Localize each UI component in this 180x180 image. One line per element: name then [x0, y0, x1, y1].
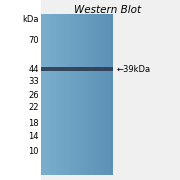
Bar: [81, 14, 85, 175]
Bar: [63, 14, 67, 175]
Bar: [74, 14, 77, 175]
Text: 26: 26: [28, 91, 39, 100]
Bar: [67, 14, 113, 175]
Bar: [49, 14, 52, 175]
Text: 44: 44: [28, 65, 39, 74]
Bar: [41, 0, 113, 14]
Bar: [88, 14, 92, 175]
Text: 22: 22: [28, 103, 39, 112]
Text: 33: 33: [28, 77, 39, 86]
Bar: [67, 14, 70, 175]
Bar: [110, 14, 113, 175]
Bar: [41, 14, 45, 175]
Bar: [92, 14, 95, 175]
Text: 18: 18: [28, 119, 39, 128]
Bar: [41, 67, 113, 71]
Bar: [0, 0, 41, 180]
Bar: [59, 14, 63, 175]
Text: 70: 70: [28, 36, 39, 45]
Bar: [45, 14, 49, 175]
Bar: [103, 14, 106, 175]
Bar: [77, 14, 81, 175]
Text: Western Blot: Western Blot: [75, 5, 141, 15]
Bar: [95, 14, 99, 175]
Text: 14: 14: [28, 132, 39, 141]
Bar: [52, 14, 56, 175]
Bar: [113, 0, 180, 180]
Text: kDa: kDa: [22, 15, 39, 24]
Bar: [106, 14, 110, 175]
Text: 10: 10: [28, 147, 39, 156]
Bar: [56, 14, 59, 175]
Text: ←39kDa: ←39kDa: [117, 65, 151, 74]
Bar: [41, 14, 67, 175]
Bar: [99, 14, 103, 175]
Bar: [70, 14, 74, 175]
Bar: [85, 14, 88, 175]
